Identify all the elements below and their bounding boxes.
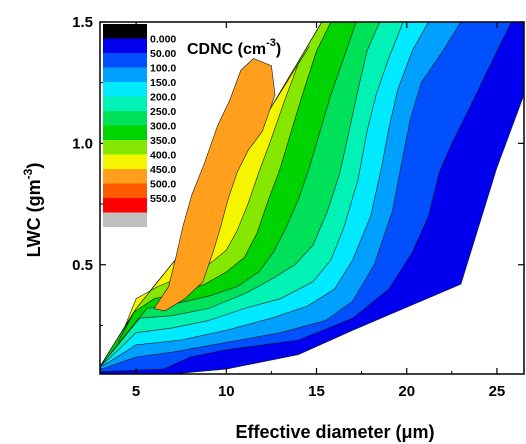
colorbar-swatch [103, 82, 147, 97]
colorbar-swatch [103, 53, 147, 68]
colorbar-swatch [103, 183, 147, 198]
colorbar-legend: 0.000 50.00 100.0 150.0 200.0 250.0 300.0 350.0… [103, 24, 281, 227]
colorbar-swatch [103, 96, 147, 111]
colorbar-swatch [103, 38, 147, 53]
colorbar-swatch [103, 212, 147, 227]
colorbar-swatch [103, 198, 147, 213]
colorbar-swatch [103, 111, 147, 126]
colorbar-level-label: 0.000 [150, 34, 176, 46]
colorbar-swatch [103, 67, 147, 82]
plot-frame [99, 21, 525, 375]
colorbar-level-label: 100.0 [150, 63, 176, 75]
colorbar-labels: 0.000 50.00 100.0 150.0 200.0 250.0 300.0 350.0… [150, 34, 176, 206]
colorbar-level-label: 400.0 [150, 150, 176, 162]
axis-ticks: 5 10 15 20 25 0.5 1.0 1.5 [72, 14, 524, 400]
y-tick-label: 0.5 [72, 257, 93, 274]
colorbar-level-label: 450.0 [150, 164, 176, 176]
colorbar-level-label: 500.0 [150, 179, 176, 191]
colorbar-level-label: 250.0 [150, 106, 176, 118]
x-axis-title: Effective diameter (μm) [235, 422, 434, 442]
x-tick-label: 20 [398, 383, 415, 400]
y-tick-label: 1.5 [72, 14, 93, 31]
y-axis-title: LWC (gm-3) [21, 163, 44, 258]
x-tick-label: 10 [218, 383, 235, 400]
x-tick-label: 15 [308, 383, 325, 400]
y-tick-label: 1.0 [72, 135, 93, 152]
colorbar-swatch [103, 169, 147, 184]
colorbar-level-label: 350.0 [150, 135, 176, 147]
colorbar-level-label: 300.0 [150, 121, 176, 133]
x-tick-label: 5 [132, 383, 140, 400]
colorbar-title: CDNC (cm-3) [187, 37, 281, 58]
colorbar-level-label: 550.0 [150, 193, 176, 205]
colorbar-swatch [103, 125, 147, 140]
contour-fills [100, 22, 524, 374]
colorbar-swatch [103, 24, 147, 39]
colorbar-swatch [103, 140, 147, 155]
colorbar-swatch [103, 154, 147, 169]
colorbar-level-label: 200.0 [150, 92, 176, 104]
x-tick-label: 25 [489, 383, 506, 400]
colorbar-level-label: 50.00 [150, 48, 176, 60]
colorbar-swatches [103, 24, 147, 227]
colorbar-level-label: 150.0 [150, 77, 176, 89]
contour-band-450-500 [153, 58, 276, 312]
